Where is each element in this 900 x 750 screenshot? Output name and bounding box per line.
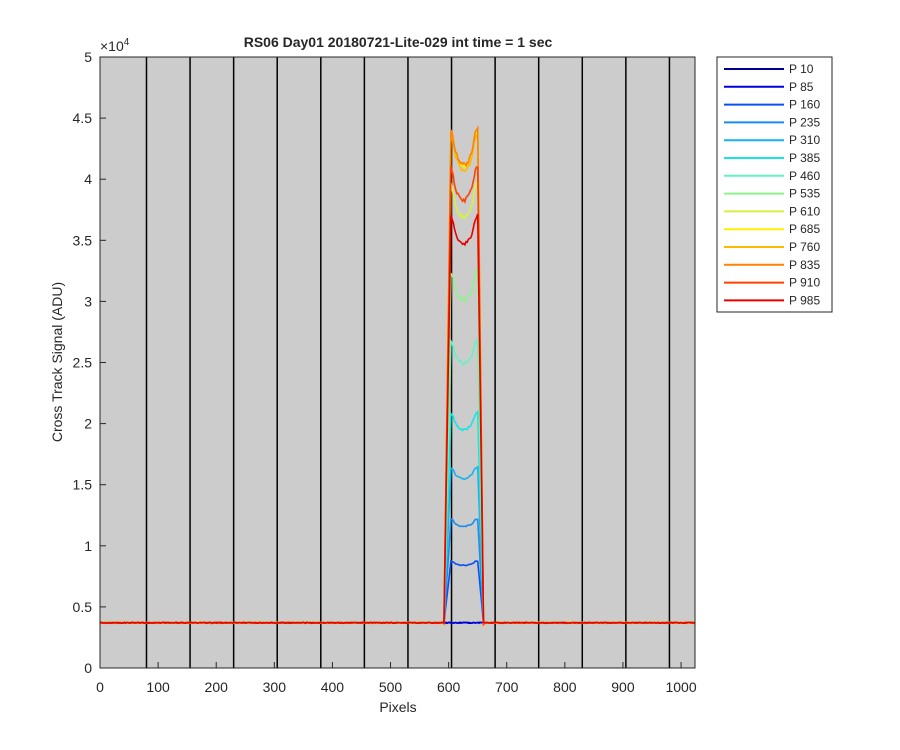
legend-label: P 985	[789, 293, 820, 307]
x-tick-label: 400	[321, 679, 345, 695]
series-line-group	[99, 124, 696, 628]
legend-label: P 310	[789, 133, 820, 147]
y-tick-label: 5	[84, 49, 92, 65]
legend-label: P 235	[789, 115, 820, 129]
legend-label: P 160	[789, 98, 820, 112]
y-tick-label: 1.5	[73, 477, 93, 493]
plot-background	[100, 57, 695, 668]
legend: P 10 P 85 P 160 P 235 P 310 P 385 P 460 P 535 P …	[716, 56, 833, 313]
y-tick-label: 4.5	[73, 110, 93, 126]
legend-label: P 685	[789, 222, 820, 236]
legend-label: P 610	[789, 204, 820, 218]
legend-box	[716, 56, 833, 313]
x-tick-label: 700	[495, 679, 519, 695]
x-tick-label: 1000	[665, 679, 696, 695]
x-tick-label: 100	[146, 679, 170, 695]
y-tick-label: 0.5	[73, 599, 93, 615]
y-tick-label: 3	[84, 293, 92, 309]
legend-label: P 535	[789, 187, 820, 201]
chart-title: RS06 Day01 20180721-Lite-029 int time = …	[244, 34, 553, 50]
x-tick-label: 300	[263, 679, 287, 695]
y-exponent: ×104	[100, 37, 130, 54]
x-tick-label: 500	[379, 679, 403, 695]
vertical-line-group	[145, 57, 671, 668]
legend-label: P 85	[789, 80, 814, 94]
x-axis-label: Pixels	[379, 699, 416, 715]
y-tick-label: 3.5	[73, 232, 93, 248]
y-tick-label: 2	[84, 416, 92, 432]
legend-label: P 910	[789, 276, 820, 290]
x-tick-label: 900	[611, 679, 635, 695]
y-tick-label: 1	[84, 538, 92, 554]
y-tick-label: 2.5	[73, 355, 93, 371]
legend-label: P 835	[789, 258, 820, 272]
x-tick-label: 800	[553, 679, 577, 695]
legend-label: P 460	[789, 169, 820, 183]
x-tick-label: 200	[205, 679, 229, 695]
x-axis: 0 100 200 300 400 500 600 700 800 900 1000	[96, 662, 697, 695]
x-tick-label: 0	[96, 679, 104, 695]
legend-label: P 10	[789, 62, 814, 76]
y-axis: 0 0.5 1 1.5 2 2.5 3 3.5 4 4.5 5	[73, 49, 106, 676]
series-line-p-985	[99, 213, 696, 625]
x-tick-label: 600	[437, 679, 461, 695]
y-tick-label: 0	[84, 660, 92, 676]
legend-label: P 385	[789, 151, 820, 165]
y-axis-label: Cross Track Signal (ADU)	[49, 282, 65, 442]
y-tick-label: 4	[84, 171, 92, 187]
legend-label: P 760	[789, 240, 820, 254]
